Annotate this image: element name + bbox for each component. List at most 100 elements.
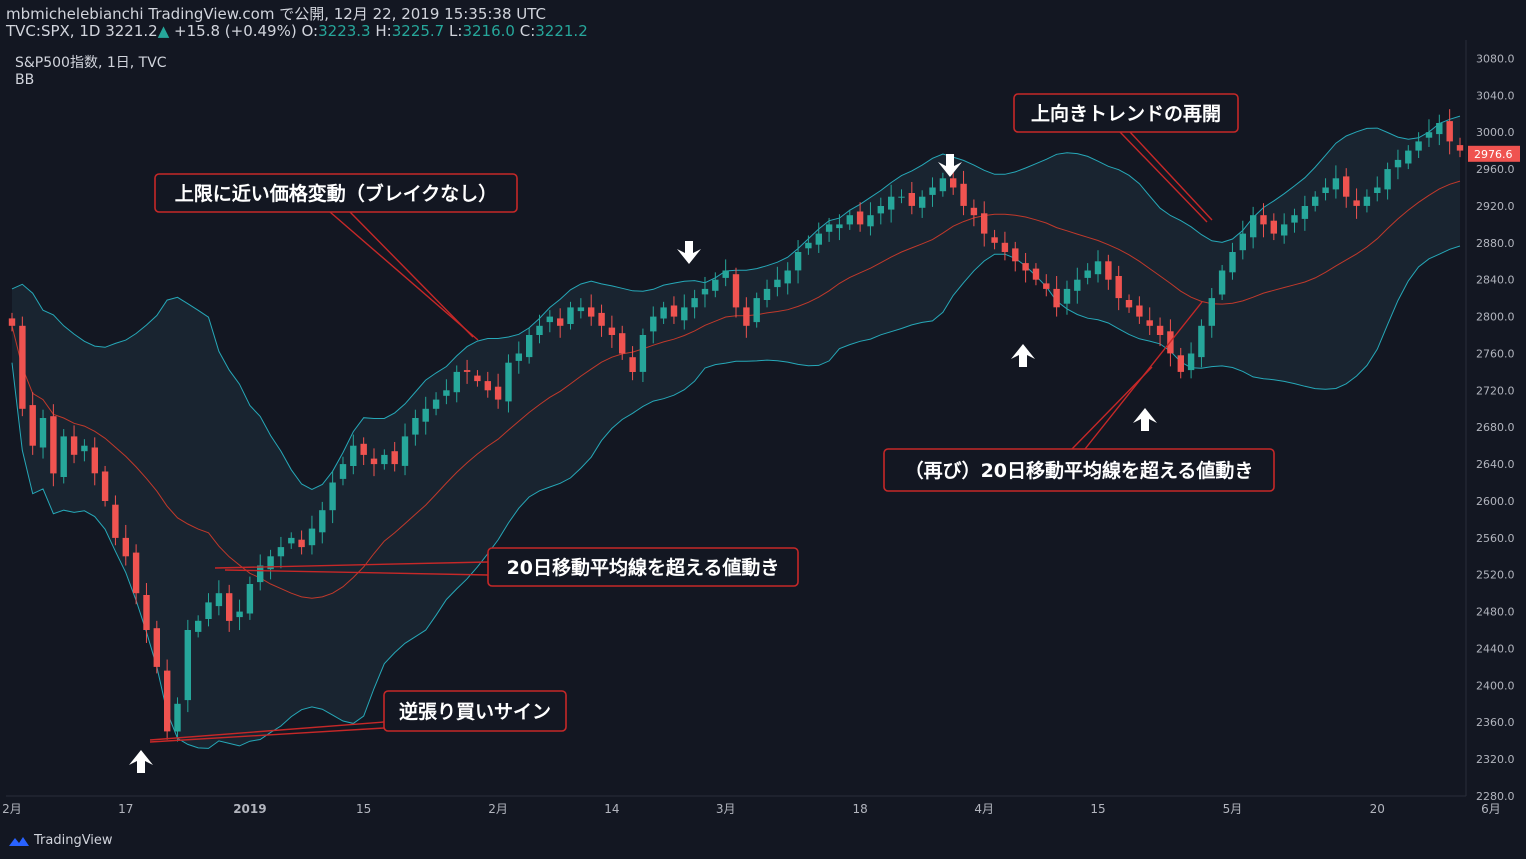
candle-body: [1136, 305, 1143, 317]
y-tick-label: 2520.0: [1476, 569, 1515, 582]
candle-body: [101, 471, 109, 501]
y-tick-label: 2400.0: [1476, 679, 1515, 692]
pointer-line: [1084, 301, 1203, 450]
candle-body: [195, 620, 202, 632]
publish-line: mbmichelebianchi TradingView.com で公開, 12…: [6, 5, 547, 23]
candle-body: [1281, 224, 1288, 236]
indicator-legend[interactable]: BB: [15, 72, 35, 88]
y-tick-label: 2480.0: [1476, 606, 1515, 619]
candle-body: [277, 547, 285, 557]
candle-body: [474, 375, 481, 382]
candle-body: [743, 307, 750, 326]
candle-body: [784, 270, 791, 284]
annotation-box: [154, 173, 518, 213]
candle-body: [1156, 325, 1164, 335]
high-value: 3225.7: [391, 22, 445, 40]
candle-body: [526, 335, 533, 358]
candle-body: [453, 371, 460, 393]
y-tick-label: 2320.0: [1476, 753, 1515, 766]
y-tick-label: 2640.0: [1476, 458, 1515, 471]
candle-body: [132, 552, 140, 594]
candle-body: [722, 270, 729, 278]
candle-body: [267, 556, 274, 570]
annotation-text: 上向きトレンドの再開: [1031, 102, 1221, 125]
candle-body: [619, 333, 626, 354]
candle-body: [8, 318, 16, 326]
y-tick-label: 2760.0: [1476, 348, 1515, 361]
candle-body: [70, 436, 78, 455]
candle-body: [877, 206, 884, 214]
candle-body: [370, 458, 378, 465]
x-tick-label: 2019: [233, 802, 266, 816]
x-tick-label: 2月: [2, 802, 22, 816]
arrow-down-icon: [938, 154, 962, 177]
candle-body: [981, 213, 988, 234]
series-legend[interactable]: S&P500指数, 1日, TVC: [15, 55, 167, 71]
candle-body: [1405, 150, 1412, 164]
candle-body: [970, 207, 978, 216]
open-value: 3223.3: [318, 22, 371, 40]
x-tick-label: 18: [852, 802, 867, 816]
candle-body: [1012, 248, 1019, 262]
candle-body: [1425, 132, 1433, 138]
candle-body: [443, 390, 450, 396]
arrow-up-icon: [129, 750, 153, 773]
ohlc-bar: TVC:SPX, 1D 3221.2▲ +15.8 (+0.49%) O:322…: [6, 23, 588, 40]
y-tick-label: 2360.0: [1476, 716, 1515, 729]
y-tick-label: 2880.0: [1476, 237, 1515, 250]
candle-body: [164, 670, 171, 732]
candle-body: [1177, 355, 1184, 372]
candle-body: [960, 183, 967, 206]
candle-body: [867, 215, 874, 227]
candle-body: [1125, 300, 1133, 308]
candle-body: [1343, 176, 1350, 197]
candle-body: [1022, 263, 1029, 271]
candle-body: [1374, 187, 1381, 193]
annotation-text: （再び）20日移動平均線を超える値動き: [905, 459, 1254, 482]
candle-body: [422, 408, 429, 422]
y-tick-label: 2960.0: [1476, 163, 1515, 176]
candle-body: [1239, 233, 1246, 251]
annotation-text: 逆張り買いサイン: [399, 700, 551, 723]
candle-body: [919, 196, 926, 208]
y-tick-label: 2720.0: [1476, 384, 1515, 397]
candle-body: [898, 196, 905, 198]
candle-body: [1105, 261, 1112, 280]
candle-body: [1094, 261, 1102, 275]
candle-body: [50, 416, 57, 474]
tradingview-logo[interactable]: TradingView: [8, 833, 113, 848]
candle-body: [91, 447, 98, 474]
candle-body: [236, 611, 243, 618]
y-tick-label: 2280.0: [1476, 790, 1515, 803]
candle-body: [1043, 283, 1050, 289]
candle-body: [763, 288, 771, 300]
candle-body: [815, 233, 822, 245]
candle-body: [1322, 187, 1329, 193]
candle-body: [836, 224, 843, 229]
candle-body: [588, 307, 595, 317]
pointer-line: [349, 211, 474, 338]
pointer-line: [1119, 131, 1208, 223]
x-tick-label: 15: [356, 802, 371, 816]
candle-body: [536, 325, 543, 335]
candle-body: [184, 630, 191, 701]
candle-body: [319, 510, 326, 533]
candle-body: [29, 405, 36, 446]
candle-body: [1415, 141, 1422, 151]
candle-body: [1229, 252, 1236, 273]
candle-body: [122, 537, 129, 557]
candle-body: [939, 178, 947, 192]
price-change: +15.8 (+0.49%): [174, 22, 297, 40]
candle-body: [1001, 242, 1009, 252]
last-price: 3221.2: [105, 22, 158, 40]
candle-body: [174, 703, 181, 732]
pointer-line: [1129, 131, 1213, 221]
candle-body: [1291, 215, 1298, 223]
candle-body: [1446, 121, 1453, 142]
last-price-tag: [1468, 145, 1520, 162]
annotation-text: 上限に近い価格変動（ブレイクなし）: [175, 182, 498, 205]
candle-body: [1384, 169, 1391, 190]
y-tick-label: 3040.0: [1476, 89, 1515, 102]
annotation-box: [1013, 93, 1239, 133]
